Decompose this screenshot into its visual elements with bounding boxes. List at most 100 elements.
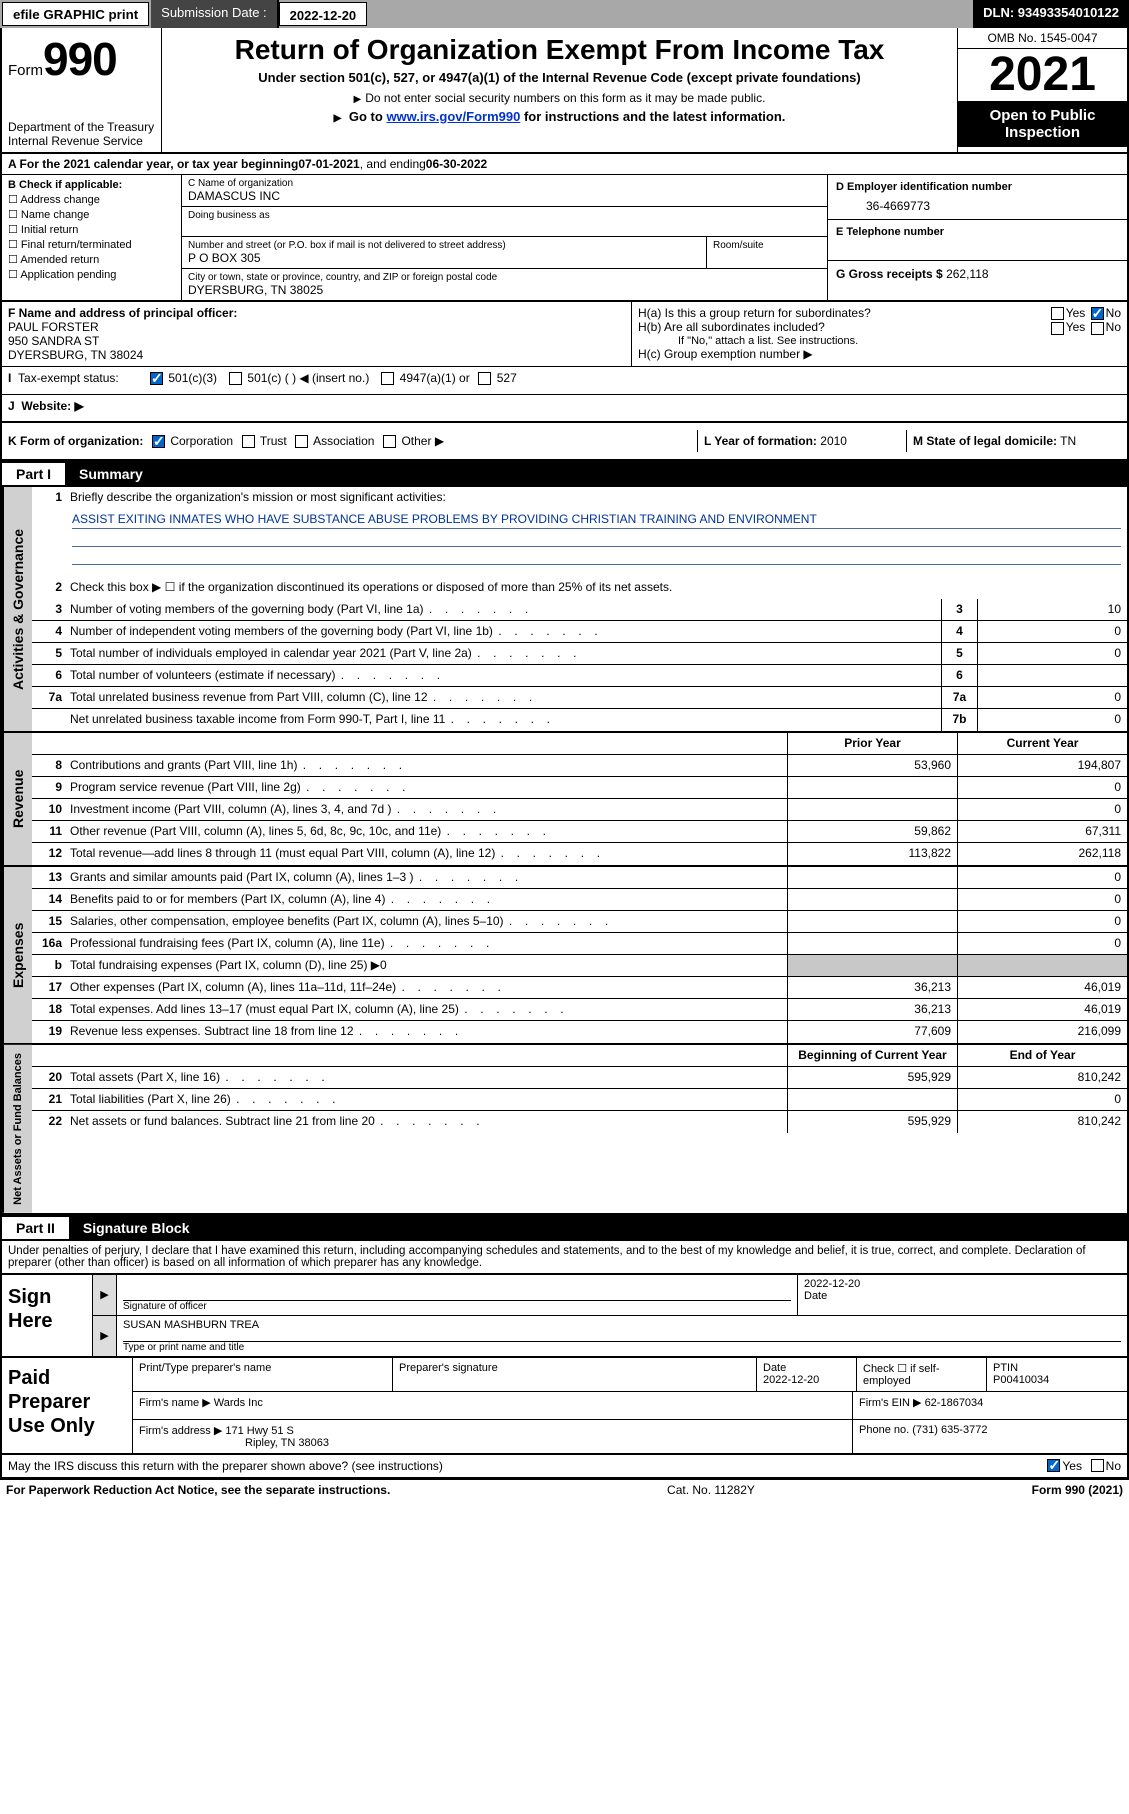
governance-body: 1 Briefly describe the organization's mi… <box>32 487 1127 731</box>
exp-num: 16a <box>32 933 66 954</box>
part1-bar: Part I Summary <box>0 461 1129 487</box>
section-h: H(a) Is this a group return for subordin… <box>632 302 1127 366</box>
gov-cellnum: 5 <box>941 643 977 664</box>
net-desc: Net assets or fund balances. Subtract li… <box>66 1111 787 1133</box>
may-yes-box[interactable] <box>1047 1459 1060 1472</box>
sig-row-2: ▶ SUSAN MASHBURN TREA Type or print name… <box>93 1316 1127 1356</box>
exp-line: 14Benefits paid to or for members (Part … <box>32 889 1127 911</box>
exp-num: 14 <box>32 889 66 910</box>
side-governance: Activities & Governance <box>2 487 32 731</box>
k-assoc-box[interactable] <box>295 435 308 448</box>
i-527-box[interactable] <box>478 372 491 385</box>
org-name-box: C Name of organization DAMASCUS INC <box>182 175 827 207</box>
k-other-box[interactable] <box>383 435 396 448</box>
chk-name-change[interactable]: ☐ Name change <box>8 208 175 221</box>
row-f-h: F Name and address of principal officer:… <box>0 302 1129 367</box>
may-no-box[interactable] <box>1091 1459 1104 1472</box>
gross-val: 262,118 <box>946 267 989 281</box>
tel-lbl: E Telephone number <box>836 226 1119 238</box>
i-4947-lbl: 4947(a)(1) or <box>400 371 470 385</box>
ha-answer: Yes No <box>1049 306 1121 320</box>
row-klm: K Form of organization: Corporation Trus… <box>0 423 1129 461</box>
exp-num: 18 <box>32 999 66 1020</box>
ha-yes-box[interactable] <box>1051 307 1064 320</box>
exp-curr: 0 <box>957 933 1127 954</box>
sig-name-lbl: Type or print name and title <box>123 1341 1121 1353</box>
chk-final-return[interactable]: ☐ Final return/terminated <box>8 238 175 251</box>
hb-no-box[interactable] <box>1091 322 1104 335</box>
sign-here-right: ▶ Signature of officer 2022-12-20 Date ▶… <box>92 1275 1127 1356</box>
ein-lbl: D Employer identification number <box>836 181 1119 193</box>
rev-num: 11 <box>32 821 66 842</box>
i-501c-box[interactable] <box>229 372 242 385</box>
line-1: 1 Briefly describe the organization's mi… <box>32 487 1127 509</box>
topbar-spacer <box>367 0 973 28</box>
section-b-label: B Check if applicable: <box>8 179 122 191</box>
row-a-end: 06-30-2022 <box>426 157 487 171</box>
gov-num: 3 <box>32 599 66 620</box>
chk-address-change[interactable]: ☐ Address change <box>8 193 175 206</box>
section-k: K Form of organization: Corporation Trus… <box>2 430 697 452</box>
gov-line: Net unrelated business taxable income fr… <box>32 709 1127 731</box>
header-middle: Return of Organization Exempt From Incom… <box>162 28 957 152</box>
rev-prior: 113,822 <box>787 843 957 865</box>
line-2-num: 2 <box>32 577 66 599</box>
exp-num: 19 <box>32 1021 66 1043</box>
dba-lbl: Doing business as <box>188 210 821 221</box>
net-desc: Total liabilities (Part X, line 26) <box>66 1089 787 1110</box>
gov-line: 6Total number of volunteers (estimate if… <box>32 665 1127 687</box>
phone-cell: Phone no. (731) 635-3772 <box>853 1420 1127 1453</box>
chk-amended[interactable]: ☐ Amended return <box>8 253 175 266</box>
chk-initial-return-lbl: Initial return <box>21 224 78 236</box>
chk-initial-return[interactable]: ☐ Initial return <box>8 223 175 236</box>
gov-desc: Total unrelated business revenue from Pa… <box>66 687 941 708</box>
side-expenses: Expenses <box>2 867 32 1043</box>
chk-app-pending[interactable]: ☐ Application pending <box>8 268 175 281</box>
top-bar: efile GRAPHIC print Submission Date : 20… <box>0 0 1129 28</box>
exp-curr: 0 <box>957 867 1127 888</box>
k-trust-lbl: Trust <box>260 434 287 448</box>
page-footer: For Paperwork Reduction Act Notice, see … <box>0 1478 1129 1500</box>
part2-title: Signature Block <box>83 1220 190 1236</box>
rev-prior: 59,862 <box>787 821 957 842</box>
k-trust-box[interactable] <box>242 435 255 448</box>
exp-desc: Total fundraising expenses (Part IX, col… <box>66 955 787 976</box>
rev-desc: Contributions and grants (Part VIII, lin… <box>66 755 787 776</box>
exp-num: 15 <box>32 911 66 932</box>
net-line: 20Total assets (Part X, line 16)595,9298… <box>32 1067 1127 1089</box>
omb-number: OMB No. 1545-0047 <box>958 28 1127 49</box>
ha-no-box[interactable] <box>1091 307 1104 320</box>
rev-num: 10 <box>32 799 66 820</box>
gov-desc: Net unrelated business taxable income fr… <box>66 709 941 731</box>
k-corp-lbl: Corporation <box>170 434 233 448</box>
form-number: Form990 <box>8 32 155 86</box>
gov-num: 5 <box>32 643 66 664</box>
hb-yes-box[interactable] <box>1051 322 1064 335</box>
rev-prior: 53,960 <box>787 755 957 776</box>
room-suite-lbl: Room/suite <box>707 237 827 268</box>
hc-label: H(c) Group exemption number ▶ <box>638 347 1121 361</box>
exp-line: 19Revenue less expenses. Subtract line 1… <box>32 1021 1127 1043</box>
sig-officer-field[interactable]: Signature of officer <box>117 1275 797 1315</box>
m-label: M State of legal domicile: <box>913 434 1057 448</box>
exp-line: 17Other expenses (Part IX, column (A), l… <box>32 977 1127 999</box>
i-options: 501(c)(3) 501(c) ( ) ◀ (insert no.) 4947… <box>142 367 1127 394</box>
exp-curr: 0 <box>957 889 1127 910</box>
i-4947-box[interactable] <box>381 372 394 385</box>
rev-desc: Total revenue—add lines 8 through 11 (mu… <box>66 843 787 865</box>
phone-val: (731) 635-3772 <box>912 1424 987 1436</box>
gross-box: G Gross receipts $ 262,118 <box>828 261 1127 301</box>
net-hdr-end: End of Year <box>957 1045 1127 1066</box>
revenue-block: Revenue Prior Year Current Year 8Contrib… <box>0 733 1129 867</box>
i-501c3-box[interactable] <box>150 372 163 385</box>
revenue-body: Prior Year Current Year 8Contributions a… <box>32 733 1127 865</box>
part1-number: Part I <box>2 463 67 485</box>
irs-link[interactable]: www.irs.gov/Form990 <box>386 109 520 124</box>
net-line: 21Total liabilities (Part X, line 26)0 <box>32 1089 1127 1111</box>
addr-val: P O BOX 305 <box>188 251 700 265</box>
firm-name-lbl: Firm's name ▶ <box>139 1397 211 1409</box>
exp-desc: Other expenses (Part IX, column (A), lin… <box>66 977 787 998</box>
dept-treasury: Department of the Treasury <box>8 120 155 134</box>
efile-print-button[interactable]: efile GRAPHIC print <box>2 2 149 26</box>
k-corp-box[interactable] <box>152 435 165 448</box>
